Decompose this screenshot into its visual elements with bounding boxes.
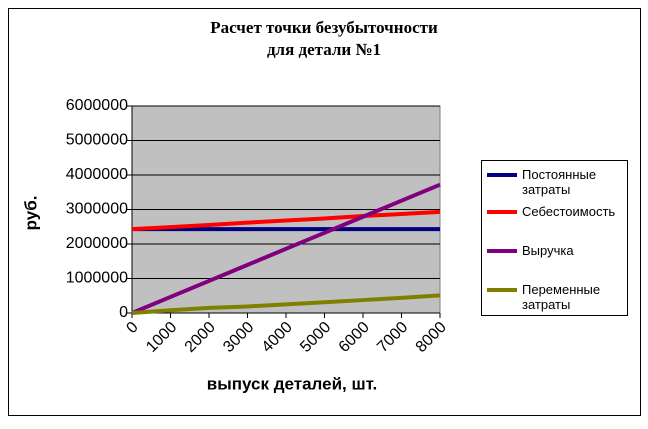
x-axis-title: выпуск деталей, шт. bbox=[207, 374, 377, 393]
y-tick-label: 5000000 bbox=[66, 132, 128, 149]
series-line bbox=[131, 293, 441, 315]
y-tick-label: 6000000 bbox=[66, 97, 128, 114]
y-axis-title: руб. bbox=[21, 196, 40, 231]
legend-label: Выручка bbox=[522, 243, 574, 258]
legend-label: Себестоимость bbox=[522, 204, 615, 219]
legend-label: Переменные затраты bbox=[522, 282, 600, 312]
legend: Постоянные затраты Себестоимость Выручка Пер… bbox=[481, 160, 628, 316]
y-tick-label: 3000000 bbox=[66, 201, 128, 218]
series-line bbox=[131, 182, 441, 315]
y-tick-label: 1000000 bbox=[66, 270, 128, 287]
chart-title: Расчет точки безубыточности bbox=[210, 18, 438, 37]
series-line bbox=[131, 209, 441, 232]
y-tick-label: 4000000 bbox=[66, 166, 128, 183]
y-tick-label: 0 bbox=[119, 304, 128, 321]
chart-title: для детали №1 bbox=[267, 40, 381, 59]
legend-label: Постоянные затраты bbox=[522, 167, 596, 197]
y-tick-label: 2000000 bbox=[66, 235, 128, 252]
